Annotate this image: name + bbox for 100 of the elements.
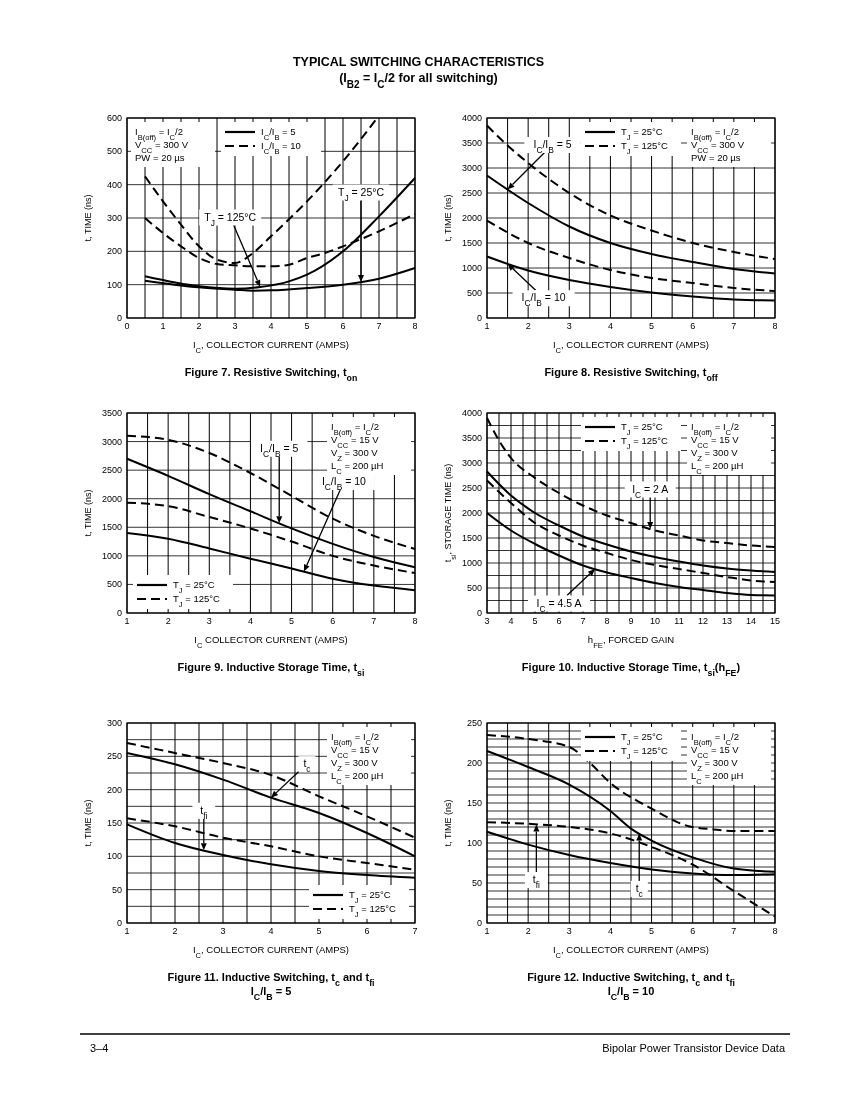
y-tick-label: 300 <box>106 718 122 728</box>
x-tick-label: 1 <box>124 926 130 936</box>
annotation: V$_{Z}$ = 300 V <box>331 447 379 463</box>
x-tick-label: 0 <box>124 321 130 331</box>
y-tick-label: 4000 <box>461 408 482 418</box>
y-tick-label: 150 <box>466 798 482 808</box>
y-tick-label: 250 <box>106 751 122 762</box>
x-tick-label: 7 <box>731 926 737 936</box>
y-tick-label: 3000 <box>101 436 122 447</box>
y-tick-label: 1500 <box>461 238 482 248</box>
y-tick-label: 0 <box>476 608 482 618</box>
x-tick-label: 4 <box>247 616 253 626</box>
y-axis-title: t, TIME (ns) <box>83 489 93 537</box>
x-tick-label: 7 <box>412 926 418 936</box>
x-axis-title: I$_{C}$, COLLECTOR CURRENT (AMPS) <box>192 944 350 960</box>
annotation: V$_{Z}$ = 300 V <box>691 757 739 773</box>
y-tick-label: 1000 <box>101 550 122 561</box>
annotation: L$_{C}$ = 200 µH <box>331 460 384 476</box>
y-tick-label: 3500 <box>461 433 482 443</box>
x-tick-label: 3 <box>484 616 490 626</box>
y-tick-label: 3000 <box>461 458 482 468</box>
x-tick-label: 3 <box>206 616 212 626</box>
y-tick-label: 100 <box>106 279 122 290</box>
annotation: I$_{C}$/I$_{B}$ = 10 <box>321 475 367 493</box>
annotation: I$_{C}$ = 4.5 A <box>536 596 582 614</box>
y-tick-label: 500 <box>106 146 122 157</box>
x-tick-label: 4 <box>607 321 613 331</box>
x-tick-label: 2 <box>172 926 178 936</box>
x-tick-label: 2 <box>165 616 171 626</box>
x-tick-label: 6 <box>556 616 562 626</box>
x-tick-label: 8 <box>412 321 418 331</box>
x-axis-title: h$_{FE}$, FORCED GAIN <box>587 634 675 650</box>
x-tick-label: 7 <box>376 321 382 331</box>
y-tick-label: 200 <box>106 246 122 257</box>
annotation: I$_{C}$/I$_{B}$ = 10 <box>521 291 566 309</box>
x-tick-label: 6 <box>364 926 370 936</box>
y-tick-label: 3500 <box>461 138 482 148</box>
legend-label: T$_{J}$ = 25°C <box>621 126 663 142</box>
y-tick-label: 500 <box>106 579 122 590</box>
annotation: t$_{fi}$ <box>532 873 541 891</box>
x-tick-label: 3 <box>232 321 238 331</box>
legend-label: I$_{C}$/I$_{B}$ = 5 <box>261 126 296 142</box>
annotation: L$_{C}$ = 200 µH <box>331 770 384 786</box>
legend-label: T$_{J}$ = 25°C <box>621 731 663 747</box>
x-tick-label: 15 <box>769 616 781 626</box>
y-tick-label: 500 <box>466 583 482 593</box>
annotation: I$_{C}$ = 2 A <box>632 482 669 500</box>
x-tick-label: 4 <box>268 926 274 936</box>
x-tick-label: 4 <box>607 926 613 936</box>
legend-label: T$_{J}$ = 125°C <box>173 593 221 609</box>
y-tick-label: 4000 <box>461 113 482 123</box>
annotation: L$_{C}$ = 200 µH <box>691 460 744 476</box>
text: I$_{C}$/I$_{B}$ = 5 <box>250 985 292 1002</box>
x-tick-label: 8 <box>772 321 778 331</box>
annotation: I$_{C}$/I$_{B}$ = 5 <box>533 138 572 155</box>
y-tick-label: 100 <box>106 851 122 862</box>
legend-label: T$_{J}$ = 25°C <box>621 421 663 437</box>
text: Bipolar Power Transistor Device Data <box>602 1042 786 1054</box>
annotation: t$_{c}$ <box>303 757 311 775</box>
x-tick-label: 1 <box>160 321 166 331</box>
y-tick-label: 1500 <box>461 533 482 543</box>
y-tick-label: 200 <box>106 784 122 795</box>
legend-label: T$_{J}$ = 125°C <box>621 745 669 761</box>
x-tick-label: 6 <box>690 321 696 331</box>
x-tick-label: 6 <box>330 616 336 626</box>
y-tick-label: 100 <box>466 838 482 848</box>
legend-label: T$_{J}$ = 125°C <box>349 903 397 919</box>
y-tick-label: 400 <box>106 179 122 190</box>
x-tick-label: 3 <box>566 926 572 936</box>
y-tick-label: 2500 <box>461 188 482 198</box>
y-tick-label: 300 <box>106 213 122 223</box>
x-tick-label: 8 <box>604 616 610 626</box>
legend-label: T$_{J}$ = 25°C <box>173 579 215 595</box>
x-tick-label: 5 <box>649 321 655 331</box>
annotation: PW = 20 µs <box>691 152 741 163</box>
legend-label: I$_{C}$/I$_{B}$ = 10 <box>261 140 301 156</box>
x-tick-label: 2 <box>525 321 531 331</box>
y-tick-label: 2500 <box>101 465 122 476</box>
y-tick-label: 1000 <box>461 558 482 568</box>
annotation: T$_{J}$ = 125°C <box>204 210 257 228</box>
y-tick-label: 0 <box>476 313 482 323</box>
x-tick-label: 9 <box>628 616 634 626</box>
annotation: t$_{c}$ <box>635 881 643 899</box>
x-tick-label: 1 <box>484 321 490 331</box>
y-tick-label: 0 <box>116 608 122 618</box>
y-tick-label: 0 <box>116 313 122 323</box>
annotation: t$_{fi}$ <box>200 803 208 821</box>
text: TYPICAL SWITCHING CHARACTERISTICS <box>292 55 545 69</box>
y-tick-label: 500 <box>466 288 482 298</box>
y-tick-label: 150 <box>106 818 122 828</box>
x-tick-label: 8 <box>772 926 778 936</box>
x-tick-label: 10 <box>649 616 661 626</box>
y-tick-label: 2000 <box>101 493 122 504</box>
x-tick-label: 7 <box>580 616 586 626</box>
text: Figure 10. Inductive Storage Time, t$_{si}$(h$_{FE}$) <box>521 661 741 678</box>
y-tick-label: 0 <box>476 918 482 928</box>
x-tick-label: 11 <box>674 616 684 626</box>
x-tick-label: 2 <box>196 321 202 331</box>
y-tick-label: 200 <box>466 758 482 768</box>
x-tick-label: 4 <box>508 616 514 626</box>
